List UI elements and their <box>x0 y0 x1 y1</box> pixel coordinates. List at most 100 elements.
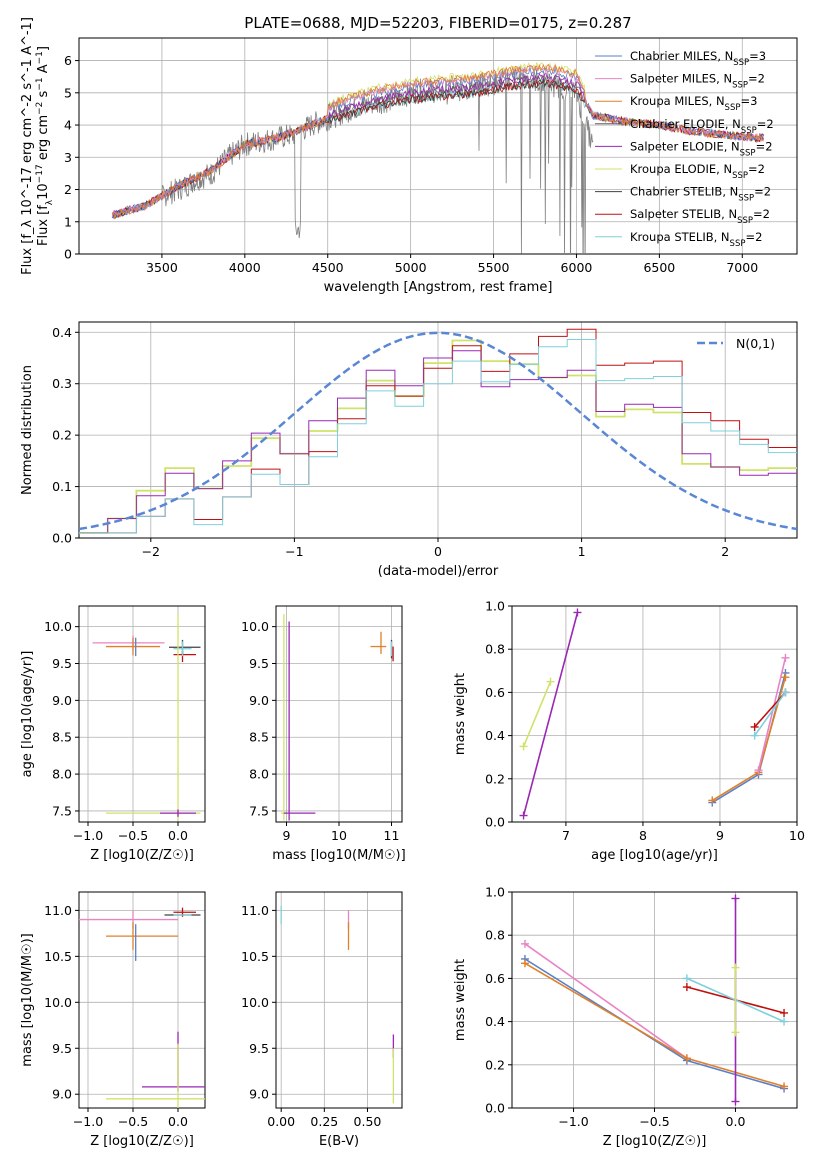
error-bar <box>169 639 201 655</box>
x-tick-label: 5500 <box>478 260 510 275</box>
y-tick-label: 9.0 <box>249 693 269 708</box>
x-tick-label: 6500 <box>643 260 675 275</box>
point-kroupa_stelib <box>780 1017 789 1026</box>
axes-frame <box>511 605 798 823</box>
y-tick-label: 0.6 <box>485 971 505 986</box>
y-tick-label: 0.2 <box>485 771 505 786</box>
y-tick-label: 2 <box>64 182 72 197</box>
y-axis-label: age [log10(age/yr)] <box>20 651 35 778</box>
y-tick-label: 9.0 <box>249 1087 269 1102</box>
x-axis-label: E(B-V) <box>319 1134 359 1149</box>
y-tick-label: 0.2 <box>485 1057 505 1072</box>
error-bar <box>283 621 316 821</box>
histogram-salpeter_elodie <box>79 350 797 534</box>
y-tick-label: 4 <box>64 118 72 133</box>
y-axis-label: mass [log10(M/M☉)] <box>20 933 35 1066</box>
legend-label: Kroupa MILES, NSSP=3 <box>630 94 757 113</box>
legend-label: Salpeter MILES, NSSP=2 <box>630 72 765 91</box>
point-salpeter_miles <box>781 653 790 662</box>
x-axis-label: Z [log10(Z/Z☉)] <box>90 1134 194 1149</box>
y-tick-label: 1.0 <box>485 885 505 900</box>
y-tick-label: 11.0 <box>241 903 269 918</box>
clip-mass_weight_vs_age-content <box>519 608 790 820</box>
x-tick-label: 0.0 <box>726 1114 746 1129</box>
y-tick-label: 0 <box>64 247 72 262</box>
y-tick-label: 8.0 <box>52 767 72 782</box>
point-salpeter_elodie <box>731 1097 740 1106</box>
line-salpeter_miles <box>757 657 787 771</box>
y-tick-label: 0.0 <box>485 1101 505 1116</box>
y-tick-label: 10.0 <box>44 995 72 1010</box>
point-kroupa_elodie <box>731 1028 740 1037</box>
gaussian-curve <box>79 331 797 531</box>
y-tick-label: 10.5 <box>44 949 72 964</box>
x-tick-label: 9 <box>283 828 291 843</box>
point-kroupa_miles <box>708 796 717 805</box>
y-axis-label: mass weight <box>453 959 468 1041</box>
x-tick-label: 0.0 <box>168 828 188 843</box>
error-bar <box>142 1031 205 1092</box>
error-bar <box>106 614 201 821</box>
x-axis-label: wavelength [Angstrom, rest frame] <box>324 280 553 295</box>
clip-age_vs_mass-content <box>281 614 394 821</box>
y-tick-label: 9.0 <box>52 693 72 708</box>
x-tick-label: 10 <box>789 828 805 843</box>
error-bar <box>173 650 196 663</box>
x-tick-label: 4000 <box>229 260 261 275</box>
y-tick-label: 10.0 <box>44 619 72 634</box>
point-kroupa_stelib <box>781 688 790 697</box>
point-kroupa_elodie <box>546 677 555 686</box>
x-tick-label: 0.00 <box>267 1114 295 1129</box>
x-tick-label: 11 <box>384 828 400 843</box>
error-bar <box>92 635 165 651</box>
point-salpeter_stelib <box>682 983 691 992</box>
x-tick-label: 9 <box>716 828 724 843</box>
legend-label: Chabrier ELODIE, NSSP=2 <box>630 117 774 136</box>
line-salpeter_stelib <box>754 691 786 728</box>
y-tick-label: 9.5 <box>52 1041 72 1056</box>
y-tick-label: 6 <box>64 53 72 68</box>
legend-item-salpeter_stelib: Salpeter STELIB, NSSP=2 <box>595 207 770 226</box>
legend-item-chabrier_miles: Chabrier MILES, NSSP=3 <box>595 49 766 68</box>
axes-frame <box>511 891 798 1109</box>
y-tick-label: 0.3 <box>52 376 72 391</box>
point-kroupa_elodie <box>519 742 528 751</box>
point-kroupa_miles <box>780 1082 789 1091</box>
mass_vs_ebv-axes: 0.00 0.25 0.50 9.0 9.5 10.0 10.5 11.0 E(B-V) <box>241 891 403 1149</box>
y-tick-label: 1.0 <box>485 599 505 614</box>
figure-title: PLATE=0688, MJD=52203, FIBERID=0175, z=0… <box>244 14 631 32</box>
y-tick-label: 5 <box>64 85 72 100</box>
x-tick-label: −1.0 <box>73 1114 103 1129</box>
y-tick-label: 0.2 <box>52 428 72 443</box>
y-tick-label: 0.4 <box>485 728 505 743</box>
axes-frame <box>78 321 798 539</box>
x-axis-label: mass [log10(M/M☉)] <box>272 848 405 863</box>
point-salpeter_elodie <box>573 608 582 617</box>
y-axis-label: Normed distribution <box>20 365 35 495</box>
line-kroupa_stelib <box>753 691 787 737</box>
x-tick-label: 7000 <box>726 260 758 275</box>
y-tick-label: 0.8 <box>485 642 505 657</box>
legend-label: Kroupa STELIB, NSSP=2 <box>630 230 762 249</box>
legend-label: Salpeter ELODIE, NSSP=2 <box>630 139 773 158</box>
spectrum-axes: 3500 4000 4500 5000 5500 6000 6500 7000 0 1 2 3 4 5 6 w… <box>20 17 798 295</box>
point-salpeter_stelib <box>780 1008 789 1017</box>
x-tick-label: −0.5 <box>118 1114 148 1129</box>
legend-label: Chabrier MILES, NSSP=3 <box>630 49 766 68</box>
spectrum-model-line-kroupa_miles <box>112 63 764 220</box>
x-tick-label: −1.0 <box>558 1114 588 1129</box>
legend-item-chabrier_elodie: Chabrier ELODIE, NSSP=2 <box>595 117 774 136</box>
line-kroupa_elodie <box>522 681 552 747</box>
legend-label: Kroupa ELODIE, NSSP=2 <box>630 162 765 181</box>
legend-item-salpeter_miles: Salpeter MILES, NSSP=2 <box>595 72 765 91</box>
point-kroupa_elodie <box>731 963 740 972</box>
error-bar <box>106 1043 205 1108</box>
y-tick-label: 1 <box>64 214 72 229</box>
line-kroupa_miles <box>711 677 787 802</box>
x-tick-label: 3500 <box>146 260 178 275</box>
y-axis-label: Flux [fλ10−17 erg cm−2 s−1 A−1] <box>35 46 55 246</box>
y-tick-label: 11.0 <box>44 903 72 918</box>
y-tick-label: 9.5 <box>249 656 269 671</box>
point-salpeter_miles <box>754 766 763 775</box>
x-tick-label: 0.50 <box>354 1114 382 1129</box>
